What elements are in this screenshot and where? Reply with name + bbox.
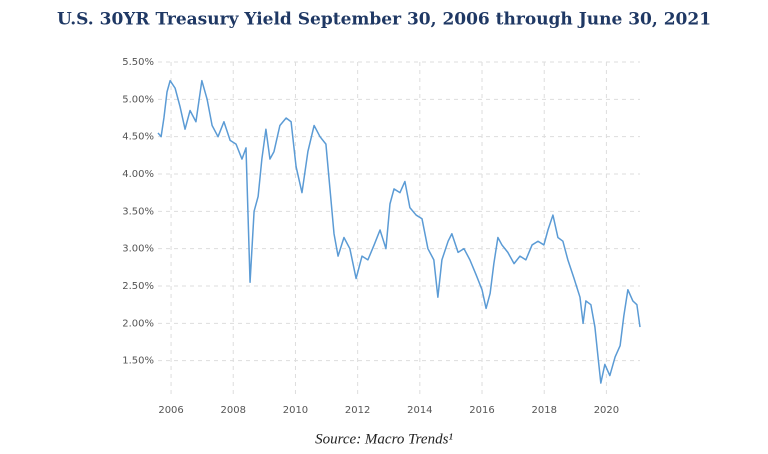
x-tick-label: 2010 [283, 405, 308, 416]
x-tick-label: 2006 [158, 405, 183, 416]
x-tick-label: 2020 [594, 405, 619, 416]
chart-title: U.S. 30YR Treasury Yield September 30, 2… [57, 10, 711, 30]
y-tick-label: 2.50% [122, 281, 154, 292]
x-tick-label: 2014 [407, 405, 432, 416]
y-tick-label: 4.50% [122, 132, 154, 143]
source-note: Source: Macro Trends¹ [315, 431, 453, 447]
y-tick-label: 4.00% [122, 169, 154, 180]
y-tick-label: 5.00% [122, 94, 154, 105]
y-tick-label: 3.50% [122, 206, 154, 217]
y-tick-label: 3.00% [122, 244, 154, 255]
x-tick-label: 2018 [531, 405, 556, 416]
y-tick-label: 1.50% [122, 356, 154, 367]
x-tick-label: 2012 [345, 405, 370, 416]
line-series [157, 79, 641, 384]
x-tick-label: 2008 [221, 405, 246, 416]
y-tick-label: 5.50% [122, 57, 154, 68]
y-tick-label: 2.00% [122, 318, 154, 329]
x-tick-label: 2016 [469, 405, 494, 416]
